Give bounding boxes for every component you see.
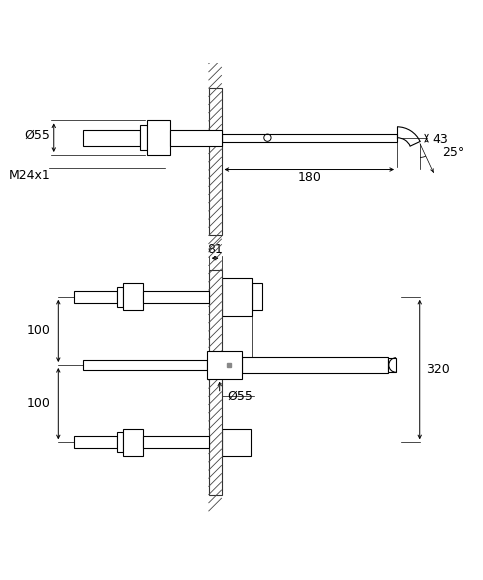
Bar [246, 287, 252, 307]
Bar [123, 429, 143, 456]
Text: 100: 100 [26, 397, 50, 410]
Bar [388, 358, 396, 372]
Text: M24x1: M24x1 [9, 169, 51, 182]
Text: 81: 81 [207, 244, 223, 256]
Text: 43: 43 [432, 133, 448, 146]
Bar [222, 287, 246, 307]
Bar [143, 291, 209, 303]
Text: 25°: 25° [442, 146, 465, 160]
Bar [117, 287, 123, 307]
Bar [117, 432, 123, 452]
Text: Ø55: Ø55 [25, 129, 51, 142]
Text: Ø55: Ø55 [227, 389, 253, 403]
Bar [222, 278, 252, 316]
Bar [207, 351, 242, 379]
Bar [74, 291, 117, 303]
Bar [123, 283, 143, 310]
Bar [242, 357, 388, 373]
Bar [74, 436, 117, 448]
Text: 320: 320 [426, 363, 450, 376]
Bar [170, 129, 222, 146]
Bar [209, 88, 222, 235]
Bar [83, 129, 140, 146]
Bar [209, 270, 222, 495]
Bar [222, 133, 397, 142]
Bar [83, 360, 207, 371]
Bar [147, 121, 170, 155]
Bar [140, 125, 147, 150]
Bar [143, 436, 209, 448]
Bar [252, 283, 262, 310]
Text: 180: 180 [298, 171, 321, 184]
Bar [222, 429, 251, 456]
Text: 100: 100 [26, 324, 50, 338]
